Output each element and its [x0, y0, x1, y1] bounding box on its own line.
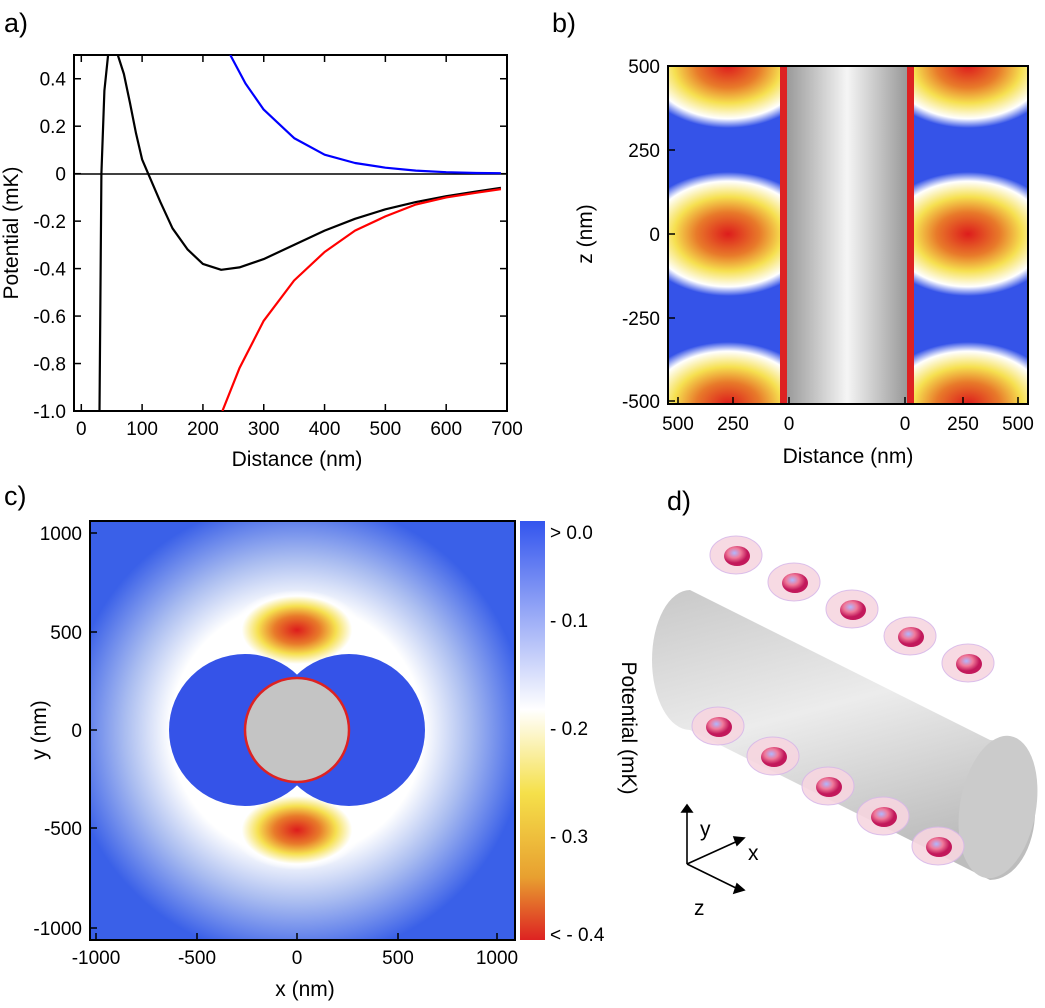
x-tick-label: 0 — [900, 414, 911, 435]
panel-label-c: c) — [4, 481, 27, 511]
axis-label-y: y — [700, 818, 711, 841]
x-tick-label: 400 — [309, 419, 341, 440]
x-tick-label: 500 — [382, 948, 414, 969]
x-tick-label: -1000 — [72, 948, 121, 969]
x-tick-label: 200 — [187, 419, 219, 440]
y-tick-label: 0 — [649, 225, 660, 246]
x-tick-label: 250 — [947, 414, 979, 435]
x-tick-label: 1000 — [476, 948, 518, 969]
panel-label-d: d) — [667, 486, 691, 516]
axis-label-x: x — [748, 842, 759, 865]
axis-label-z: z — [694, 897, 705, 920]
colorbar-tick-label: - 0.1 — [550, 611, 588, 632]
fiber-cross-section — [243, 676, 351, 784]
y-tick-label: 250 — [628, 141, 660, 162]
x-tick-label: 100 — [126, 419, 158, 440]
x-tick-label: 0 — [784, 414, 795, 435]
y-tick-label: 0 — [71, 721, 82, 742]
trap-isosurface — [709, 535, 763, 575]
surface-edge-right — [906, 66, 914, 404]
y-tick-label: 500 — [50, 623, 82, 644]
trap-isosurface — [767, 562, 821, 602]
trap-isosurface — [941, 643, 995, 683]
y-tick-label: 1000 — [40, 524, 82, 545]
series-line-2 — [221, 188, 502, 411]
y-axis-label: z (nm) — [574, 204, 597, 264]
y-tick-label: 500 — [628, 57, 660, 78]
colorbar-label: Potential (mK) — [617, 661, 640, 794]
y-tick-label: 0.2 — [40, 117, 66, 138]
panel-c-heatmap: -1000 -500 0 500 1000 1000 500 0 -500 -1000 x (nm… — [28, 520, 640, 1001]
x-tick-label: 500 — [662, 414, 694, 435]
y-tick-label: 0 — [55, 165, 66, 186]
colorbar-tick-label: < - 0.4 — [550, 925, 605, 946]
y-tick-label: -0.2 — [33, 212, 66, 233]
x-axis-label: Distance (nm) — [232, 448, 363, 471]
y-axis-label: y (nm) — [28, 700, 51, 760]
surface-edge-left — [780, 66, 788, 404]
x-axis-label: x (nm) — [275, 978, 335, 1001]
x-tick-label: 500 — [1002, 414, 1034, 435]
minimum-spot — [878, 342, 1028, 404]
fiber-cross-section — [787, 66, 907, 404]
minimum-spot — [878, 66, 1028, 128]
y-axis-label: Potential (mK) — [0, 166, 23, 299]
panel-a-line-chart: 0 100 200 300 400 500 600 700 0.4 0.2 0 -0.2 -0.4 -0.… — [0, 54, 523, 471]
colorbar-tick-label: - 0.3 — [550, 827, 588, 848]
y-tick-label: -1000 — [33, 919, 82, 940]
x-tick-label: 500 — [370, 419, 402, 440]
trap-isosurface — [856, 796, 910, 836]
x-tick-label: 700 — [491, 419, 523, 440]
plot-frame — [667, 65, 1029, 405]
plot-frame — [73, 54, 508, 412]
x-axis-label: Distance (nm) — [783, 445, 914, 468]
minimum-spot-bottom — [232, 790, 362, 870]
trap-isosurface — [911, 826, 965, 866]
x-tick-label: 600 — [430, 419, 462, 440]
panel-b-heatmap: 500 250 0 0 250 500 500 250 0 -250 -500 Distance (… — [574, 57, 1034, 468]
x-tick-label: 300 — [248, 419, 280, 440]
x-tick-label: -500 — [178, 948, 216, 969]
minimum-spot-top — [232, 590, 362, 670]
minimum-spot — [878, 172, 1028, 296]
fiber-end-face — [958, 735, 1038, 879]
y-tick-label: -1.0 — [33, 402, 66, 423]
trap-isosurface — [883, 616, 937, 656]
series-line-1 — [229, 55, 501, 175]
y-tick-label: -0.6 — [33, 307, 66, 328]
colorbar-tick-label: - 0.2 — [550, 719, 588, 740]
axes-triad — [680, 803, 746, 895]
panel-d-3d-render: y x z — [652, 535, 1038, 920]
panel-label-b: b) — [552, 8, 576, 38]
trap-isosurface — [801, 766, 855, 806]
fiber-cylinder — [652, 590, 1036, 880]
y-tick-label: -500 — [622, 392, 660, 413]
trap-isosurface — [691, 706, 745, 746]
trap-isosurface — [825, 589, 879, 629]
colorbar — [520, 521, 545, 940]
series-line-0 — [98, 55, 502, 411]
x-tick-label: 0 — [76, 419, 87, 440]
x-tick-label: 0 — [292, 948, 303, 969]
trap-isosurface — [746, 736, 800, 776]
panel-label-a: a) — [4, 8, 28, 38]
y-tick-label: -0.8 — [33, 355, 66, 376]
x-tick-label: 250 — [717, 414, 749, 435]
y-tick-label: -0.4 — [33, 260, 66, 281]
y-tick-label: -500 — [44, 819, 82, 840]
y-tick-label: 0.4 — [40, 70, 67, 91]
colorbar-tick-label: > 0.0 — [550, 523, 593, 544]
y-tick-label: -250 — [622, 309, 660, 330]
